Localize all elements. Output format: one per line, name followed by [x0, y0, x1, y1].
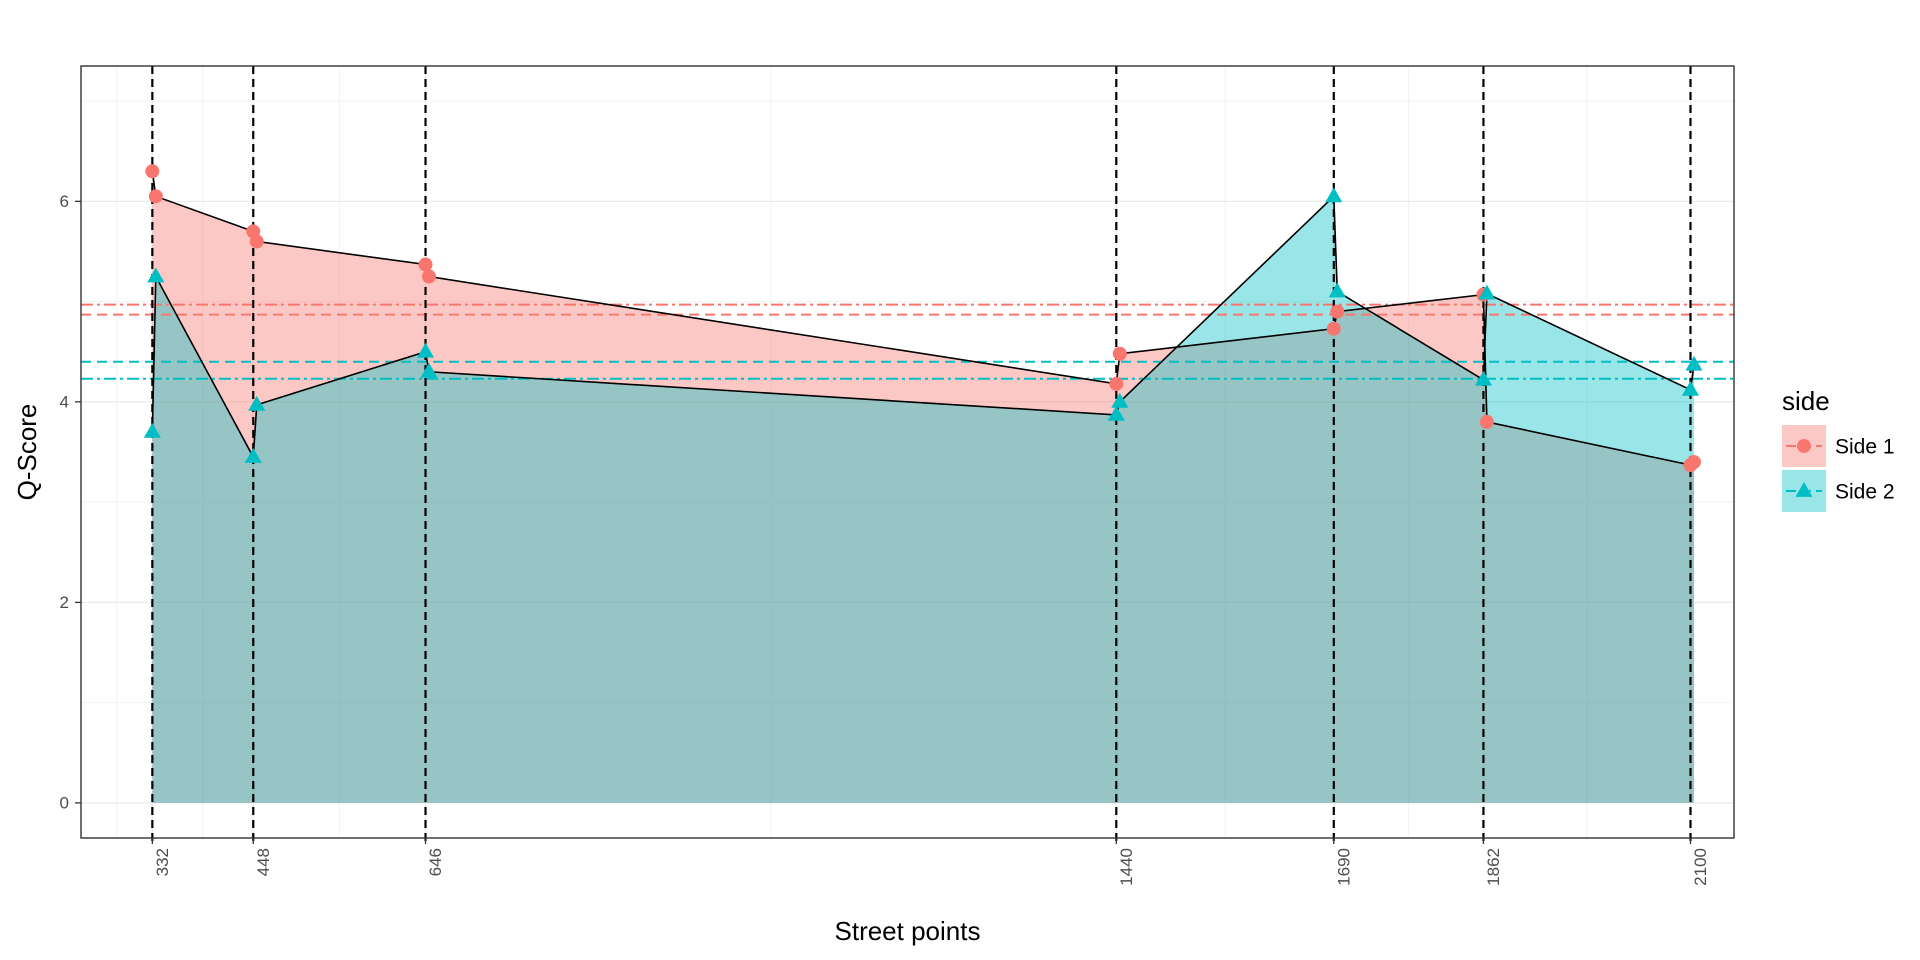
x-axis-title: Street points	[835, 916, 981, 946]
series-points	[143, 164, 1703, 473]
x-tick-label: 646	[426, 848, 445, 876]
area-layer	[152, 171, 1694, 803]
point-side-1	[145, 164, 160, 179]
point-side-1	[1112, 346, 1127, 361]
point-side-1	[1479, 414, 1494, 429]
x-tick-label: 448	[254, 848, 273, 876]
legend-point-side-2	[1795, 482, 1813, 497]
point-side-2	[143, 422, 161, 438]
point-side-1	[148, 189, 163, 204]
point-side-2	[1328, 282, 1346, 298]
point-side-1	[422, 269, 436, 284]
legend-label: Side 2	[1835, 481, 1895, 504]
x-axis: 332 448 646 1440 1690 1862 2100	[151, 838, 1710, 886]
x-tick-label: 1862	[1484, 848, 1503, 886]
point-side-2	[147, 267, 165, 283]
reference-lines	[81, 303, 1734, 380]
point-side-2	[1685, 355, 1703, 371]
x-tick-label: 1440	[1117, 848, 1136, 886]
x-tick-label: 1690	[1334, 848, 1353, 886]
legend: side Side 1 Side 2	[1782, 386, 1895, 512]
area-side-1	[152, 171, 1694, 803]
y-tick-label: 0	[60, 793, 69, 812]
point-side-1	[249, 234, 264, 249]
y-tick-label: 2	[60, 593, 69, 612]
point-side-2	[1474, 370, 1492, 386]
point-side-1	[1326, 321, 1341, 336]
area-side-2	[152, 196, 1694, 803]
y-tick-label: 4	[60, 392, 69, 411]
point-side-2	[248, 395, 266, 411]
point-side-1	[1109, 376, 1124, 391]
x-tick-label: 2100	[1691, 848, 1710, 886]
legend-point-side-1	[1797, 439, 1811, 453]
legend-label: Side 1	[1835, 436, 1895, 459]
point-side-2	[1681, 380, 1700, 396]
point-side-2	[244, 448, 262, 463]
legend-title: side	[1782, 386, 1830, 416]
point-side-1	[1686, 455, 1701, 470]
point-side-2	[1325, 187, 1343, 203]
point-side-2	[1107, 405, 1125, 421]
point-side-1	[1330, 304, 1345, 319]
y-axis: 0 2 4 6	[60, 192, 81, 812]
point-side-1	[418, 257, 433, 272]
y-axis-title: Q-Score	[12, 404, 42, 501]
panel-border	[80, 65, 1735, 839]
point-side-2	[420, 362, 438, 378]
point-side-2	[416, 342, 435, 358]
y-tick-label: 6	[60, 192, 69, 211]
minor-gridlines	[81, 66, 1734, 838]
x-tick-label: 332	[153, 848, 172, 876]
point-side-2	[1478, 284, 1496, 300]
point-side-2	[1111, 392, 1129, 408]
